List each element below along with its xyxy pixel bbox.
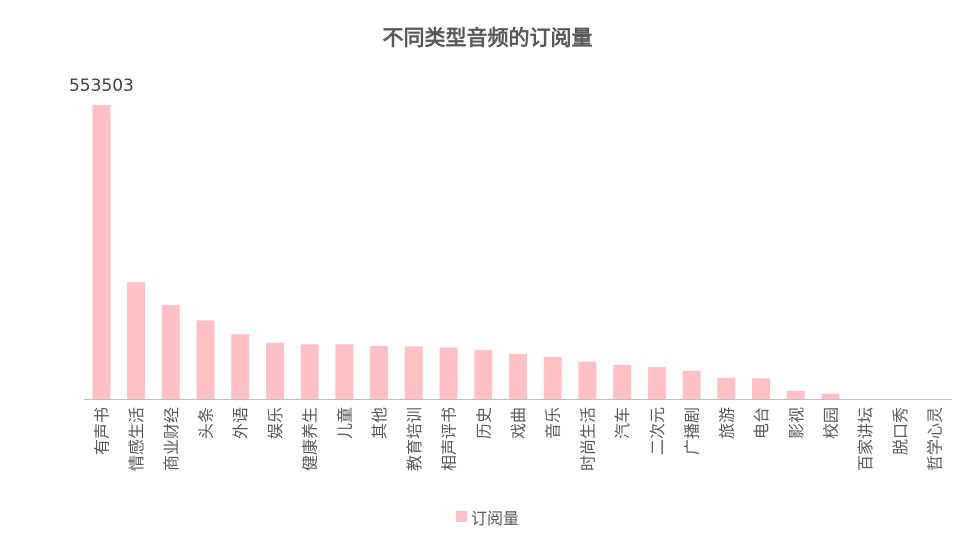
- chart-title: 不同类型音频的订阅量: [382, 26, 593, 50]
- x-tick-label-17: 广播剧: [683, 407, 702, 455]
- x-tick-label-9: 教育培训: [405, 407, 424, 471]
- x-tick-label-18: 旅游: [717, 407, 736, 439]
- x-tick-label-13: 音乐: [544, 407, 563, 439]
- legend-label: 订阅量: [470, 509, 519, 528]
- bar-9: [404, 346, 423, 399]
- bar-5: [266, 342, 284, 399]
- x-tick-label-22: 百家讲坛: [856, 407, 875, 471]
- data-label-0: 553503: [69, 76, 134, 96]
- bar-19: [752, 378, 770, 399]
- legend-swatch: [455, 510, 467, 522]
- bars-group: [92, 105, 840, 399]
- bar-20: [786, 391, 805, 399]
- bar-0: [92, 105, 111, 399]
- legend: 订阅量: [0, 505, 975, 529]
- x-tick-label-6: 健康养生: [301, 407, 320, 471]
- bar-17: [682, 370, 701, 399]
- x-tick-label-15: 汽车: [613, 407, 632, 439]
- bar-16: [647, 367, 666, 399]
- x-tick-label-0: 有声书: [92, 407, 111, 455]
- x-tick-label-19: 电台: [752, 407, 771, 439]
- data-labels: 553503: [69, 76, 134, 96]
- x-tick-label-3: 头条: [197, 407, 216, 439]
- bar-15: [613, 365, 632, 399]
- bar-6: [300, 344, 319, 399]
- x-tick-label-1: 情感生活: [127, 407, 146, 471]
- x-tick-label-12: 戏曲: [509, 407, 528, 439]
- x-tick-label-14: 时尚生活: [578, 407, 597, 471]
- x-tick-label-10: 相声评书: [440, 407, 459, 471]
- bar-14: [578, 361, 597, 399]
- x-tick-label-5: 娱乐: [266, 407, 285, 439]
- bar-18: [717, 377, 736, 399]
- bar-1: [127, 282, 146, 399]
- bar-10: [439, 347, 458, 399]
- bar-21: [821, 393, 840, 399]
- x-tick-label-16: 二次元: [648, 407, 667, 455]
- bar-8: [370, 345, 389, 399]
- bar-4: [231, 334, 250, 399]
- x-tick-label-4: 外语: [231, 407, 250, 439]
- x-tick-label-11: 历史: [474, 407, 493, 439]
- x-tick-labels: 有声书 情感生活 商业财经 头条 外语 娱乐 健康养生 儿童 其他 教育培训 相声评书 历史 戏曲 音乐时…: [92, 407, 944, 471]
- bar-13: [543, 357, 562, 399]
- x-tick-label-20: 影视: [787, 407, 806, 439]
- x-tick-label-24: 哲学心灵: [926, 407, 945, 471]
- x-tick-label-7: 儿童: [335, 407, 354, 439]
- x-tick-label-23: 脱口秀: [891, 407, 910, 455]
- bar-2: [161, 305, 180, 399]
- bar-12: [509, 353, 527, 399]
- x-tick-label-2: 商业财经: [162, 407, 181, 471]
- x-tick-label-21: 校园: [822, 407, 841, 439]
- bar-11: [474, 350, 493, 399]
- bar-7: [335, 344, 354, 399]
- x-tick-label-8: 其他: [370, 407, 389, 439]
- bar-3: [196, 320, 215, 399]
